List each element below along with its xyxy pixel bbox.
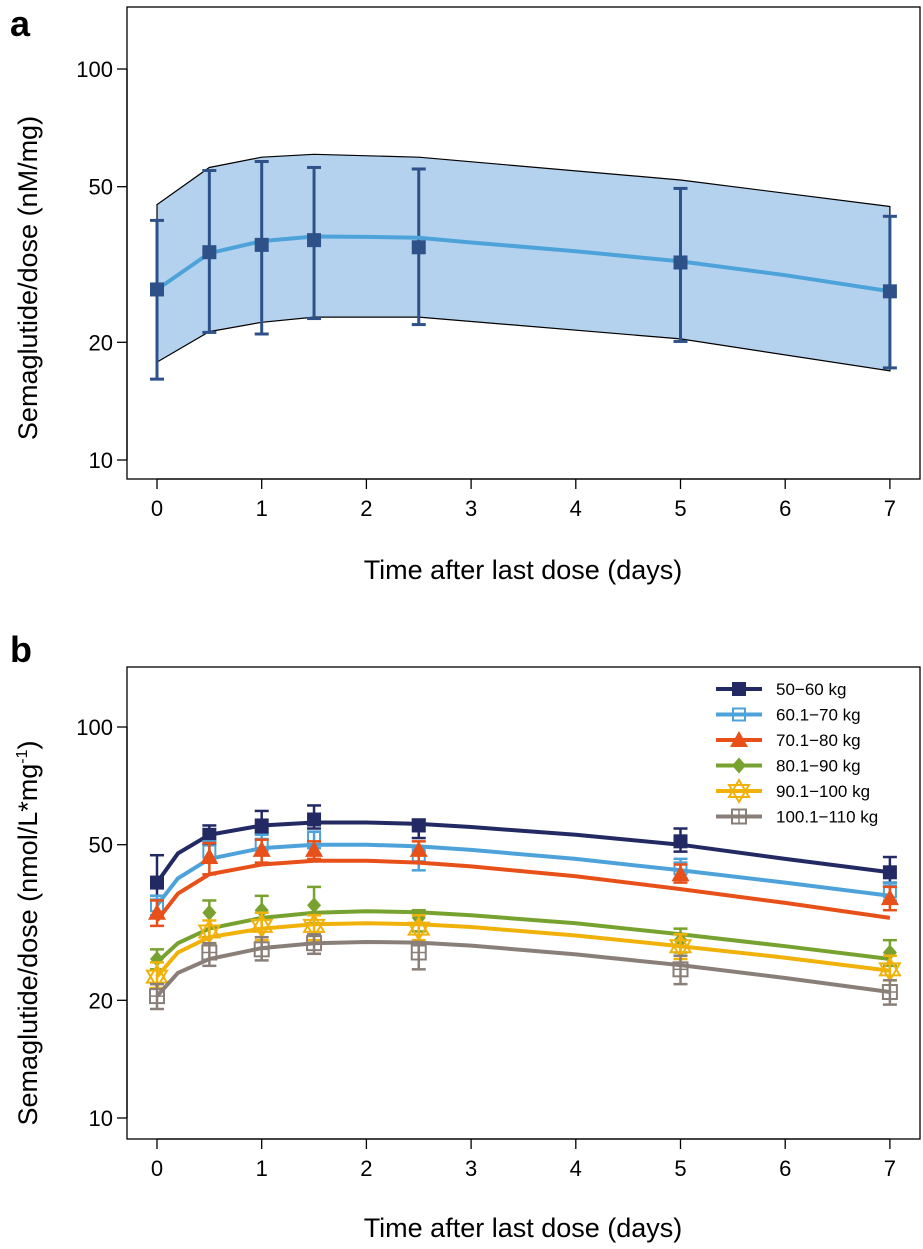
series-2-marker [409,840,428,857]
panel-b-y-tick-label: 20 [89,988,113,1013]
series-2-marker [148,903,166,920]
median-prediction-line [155,234,891,294]
series-0-marker [411,818,426,833]
legend-swatch-marker [727,778,751,798]
series-4-marker [878,956,902,977]
series-2-marker [200,848,219,865]
panel-a-x-tick-label: 1 [256,496,268,521]
panel-a-x-tick-label: 5 [674,496,686,521]
panel-a-axes: 0 1 2 3 4 5 6 7 10 20 50 100 [76,57,896,521]
observed-point-marker [307,233,322,248]
series-4-marker [145,963,169,984]
observed-point-marker [673,255,688,270]
series-4-marker-inverted [407,921,431,942]
series-0-marker [202,827,217,842]
series-4-marker-inverted [197,924,222,945]
legend-swatch-marker [732,757,746,774]
legend-swatch-marker [732,707,746,722]
series-4-marker-inverted [145,969,169,990]
panel-b-plot-area [145,804,902,1011]
panel-b-letter: b [10,629,32,670]
series-5-line [155,939,891,998]
panel-a-x-tick-label: 0 [151,496,163,521]
panel-a-y-tick-label: 10 [89,448,113,473]
legend-swatch-marker-inverted [727,784,751,804]
series-4-marker-inverted [668,939,693,960]
panel-b-x-tick-label: 2 [360,1156,372,1181]
series-4-marker [302,912,326,933]
panel-a-y-tick-label: 50 [89,175,113,200]
series-4-line [155,921,891,978]
series-4-marker [407,915,431,936]
series-4-marker [197,918,222,939]
series-4-marker-inverted [878,962,902,983]
legend-label: 80.1−90 kg [776,757,861,776]
panel-a-letter: a [10,3,31,44]
panel-a-plot-area [150,153,897,381]
panel-b-x-tick-label: 1 [256,1156,268,1181]
panel-b-legend: 50−60 kg 60.1−70 kg 70.1−80 kg 80.1−90 kg 90… [716,680,878,827]
series-4-marker-inverted [249,918,274,939]
legend-swatch-marker [732,682,746,696]
panel-b-y-tick-label: 100 [76,715,113,740]
panel-b-y-tick-label: 10 [89,1106,113,1131]
series-0-marker [150,875,164,890]
panel-b-y-axis-title-main: Semaglutide/dose (nmol/L*mg [13,764,43,1126]
legend-swatch-marker [730,731,748,747]
panel-b: b 0 1 2 3 4 5 6 7 10 20 50 100 50−60 kg 60.1−70 kg 70… [10,629,921,1243]
series-4-marker [249,912,274,933]
panel-b-x-tick-label: 5 [674,1156,686,1181]
panel-a-y-tick-label: 100 [76,57,113,82]
panel-b-y-axis-title-end: ) [13,741,43,750]
series-2-marker [252,840,271,857]
observed-point-marker [150,282,164,297]
observed-point-marker [202,245,217,260]
panel-b-axes: 0 1 2 3 4 5 6 7 10 20 50 100 [76,715,896,1181]
legend-label: 50−60 kg [776,680,846,699]
panel-b-x-tick-label: 6 [779,1156,791,1181]
prediction-interval-band [156,153,891,372]
series-0-marker [254,818,269,833]
legend-label: 70.1−80 kg [776,731,861,750]
panel-b-x-tick-label: 3 [465,1156,477,1181]
series-2-marker [305,840,324,857]
panel-a-x-tick-label: 7 [884,496,896,521]
legend-label: 100.1−110 kg [776,808,878,827]
series-0-marker [673,834,688,849]
panel-a-x-tick-label: 3 [465,496,477,521]
series-4-marker-inverted [302,918,326,939]
series-3-marker [254,902,269,919]
panel-a-y-axis-title: Semaglutide/dose (nM/mg) [13,116,43,440]
panel-b-x-tick-label: 4 [570,1156,582,1181]
panel-b-y-axis-title-sup: -1 [14,749,31,763]
panel-a-x-tick-label: 2 [360,496,372,521]
observed-point-marker [882,284,897,299]
panel-a-x-tick-label: 6 [779,496,791,521]
panel-a-x-axis-title: Time after last dose (days) [364,555,683,585]
panel-b-x-tick-label: 7 [884,1156,896,1181]
observed-point-marker [254,237,269,252]
panel-a: a 0 1 2 3 4 5 6 7 10 20 50 100 Time after last dose… [10,3,921,585]
legend-label: 90.1−100 kg [776,782,870,801]
panel-a-y-tick-label: 20 [89,330,113,355]
panel-b-x-tick-label: 0 [151,1156,163,1181]
panel-b-y-axis-title: Semaglutide/dose (nmol/L*mg-1) [13,741,43,1126]
series-3-marker [307,897,322,914]
panel-b-x-axis-title: Time after last dose (days) [364,1213,683,1243]
series-0-marker [882,865,897,880]
series-2-line [155,858,891,922]
series-3-marker [202,904,217,921]
legend-label: 60.1−70 kg [776,706,861,725]
series-4-marker [668,933,693,954]
panel-a-x-tick-label: 4 [570,496,582,521]
series-2-marker [671,865,690,882]
panel-b-y-tick-label: 50 [89,833,113,858]
observed-point-marker [411,240,426,255]
series-2-marker [880,889,899,906]
series-0-marker [307,812,322,827]
